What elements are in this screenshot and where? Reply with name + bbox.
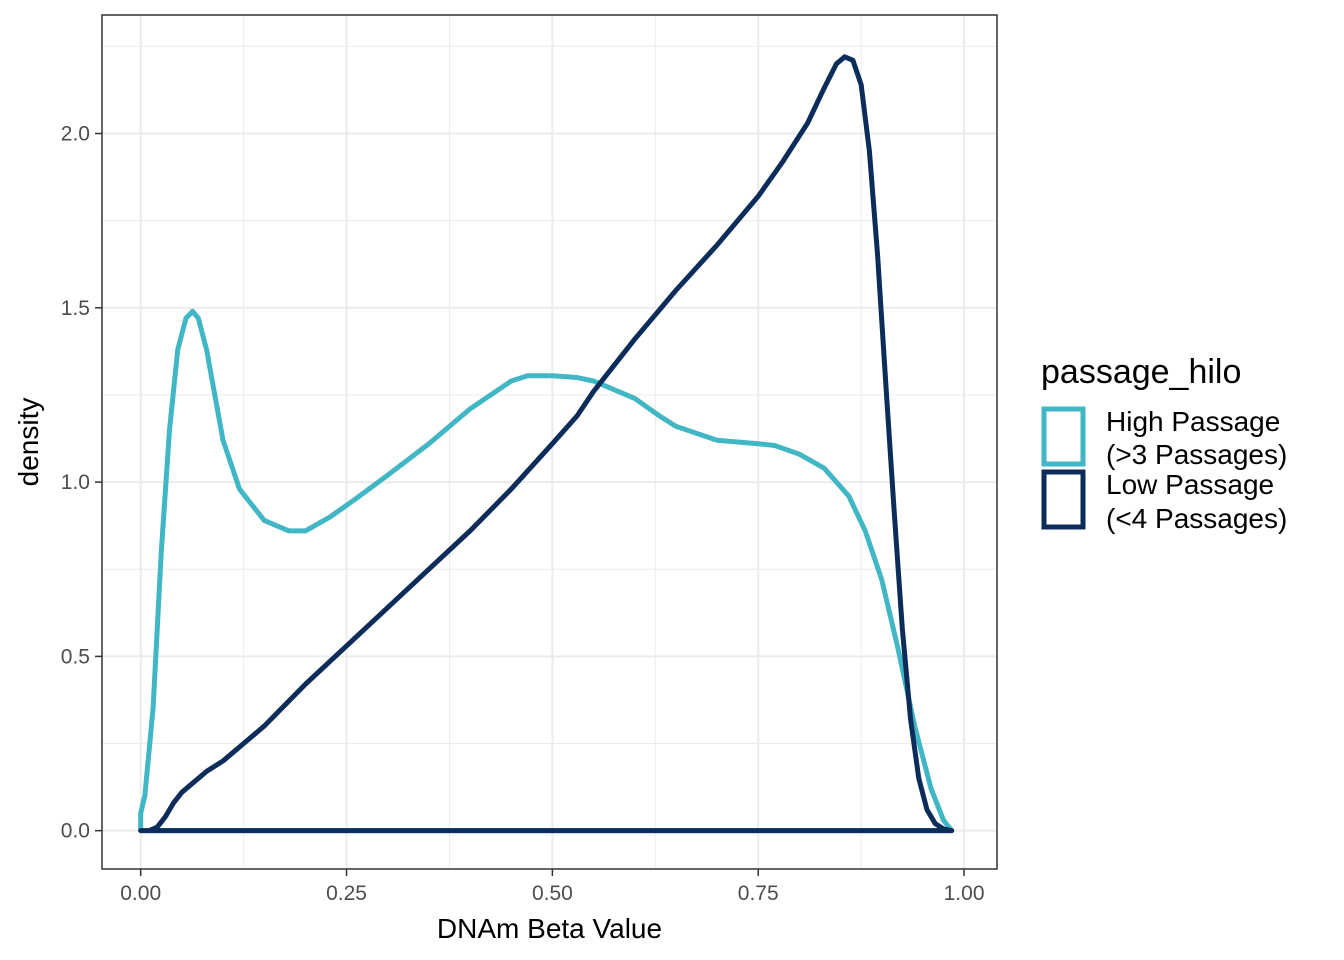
x-tick-label: 1.00	[944, 882, 985, 905]
x-tick-label: 0.00	[120, 882, 161, 905]
x-tick-label: 0.75	[738, 882, 779, 905]
legend-label-low-passage-line1: Low Passage	[1106, 469, 1274, 500]
axis-ticks: 0.00 0.25 0.50 0.75 1.00 0.0 0.5 1.0 1.5 2.0	[61, 123, 985, 905]
series-lines	[138, 54, 955, 834]
y-tick-label: 1.0	[61, 471, 90, 494]
legend: passage_hilo High Passage (>3 Passages) …	[1041, 353, 1287, 534]
legend-key-high-passage	[1041, 406, 1086, 467]
legend-label-high-passage-line1: High Passage	[1106, 406, 1280, 437]
y-tick-label: 0.0	[61, 820, 90, 843]
y-tick-label: 2.0	[61, 123, 90, 146]
y-axis-title: density	[13, 398, 44, 487]
legend-key-low-passage	[1041, 469, 1086, 530]
series-line-1	[138, 54, 955, 834]
x-tick-label: 0.50	[532, 882, 573, 905]
series-line-0	[138, 308, 955, 834]
legend-label-low-passage-line2: (<4 Passages)	[1106, 503, 1287, 534]
legend-title: passage_hilo	[1041, 353, 1241, 391]
y-tick-label: 0.5	[61, 645, 90, 668]
legend-label-high-passage-line2: (>3 Passages)	[1106, 439, 1287, 470]
x-axis-title: DNAm Beta Value	[437, 913, 662, 944]
x-tick-label: 0.25	[326, 882, 367, 905]
plot-panel-border	[101, 14, 998, 870]
y-tick-label: 1.5	[61, 297, 90, 320]
